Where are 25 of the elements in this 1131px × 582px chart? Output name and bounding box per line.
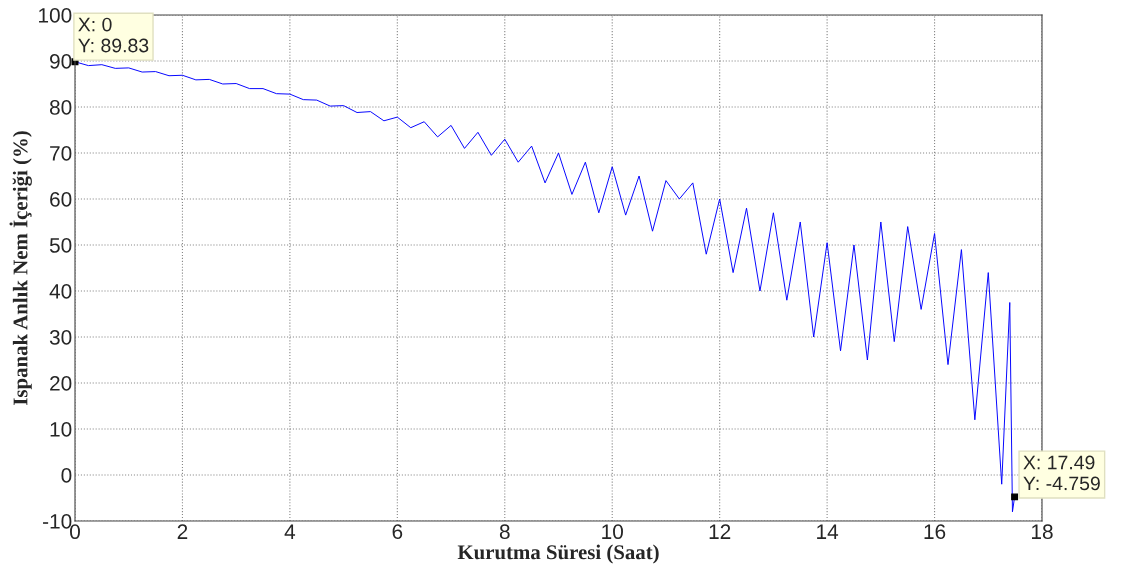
x-tick-label: 6 <box>392 524 403 540</box>
x-tick-label: 8 <box>499 524 510 540</box>
y-tick-label: 80 <box>49 100 72 115</box>
y-tick-label: 50 <box>49 238 72 253</box>
x-tick-label: 14 <box>817 524 839 539</box>
x-tick-label: 4 <box>284 524 296 539</box>
y-tick-label: 0 <box>61 468 72 483</box>
annotation: X: 17.49 Y: -4.759 <box>1023 455 1100 491</box>
x-tick-label: 10 <box>602 524 623 540</box>
x-tick-label: 16 <box>924 524 946 540</box>
x-tick-label: 12 <box>709 524 731 539</box>
y-tick-label: 20 <box>50 376 72 391</box>
x-axis-title: Kurutma Süresi (Saat) <box>457 544 659 564</box>
x-tick-label: 18 <box>1032 524 1053 540</box>
y-tick-label: 100 <box>39 8 72 23</box>
annotation: X: 0 Y: 89.83 <box>78 17 149 53</box>
y-tick-label: -10 <box>43 514 72 529</box>
y-tick-label: 10 <box>50 422 72 437</box>
y-tick-label: 60 <box>50 192 72 207</box>
y-tick-label: 40 <box>49 284 72 299</box>
x-tick-label: 2 <box>177 524 188 539</box>
y-tick-label: 90 <box>50 54 72 69</box>
y-axis-title: Ispanak Anlık Nem İçeriği (%) <box>9 131 32 406</box>
y-tick-label: 70 <box>50 146 72 161</box>
y-tick-label: 30 <box>49 330 72 345</box>
